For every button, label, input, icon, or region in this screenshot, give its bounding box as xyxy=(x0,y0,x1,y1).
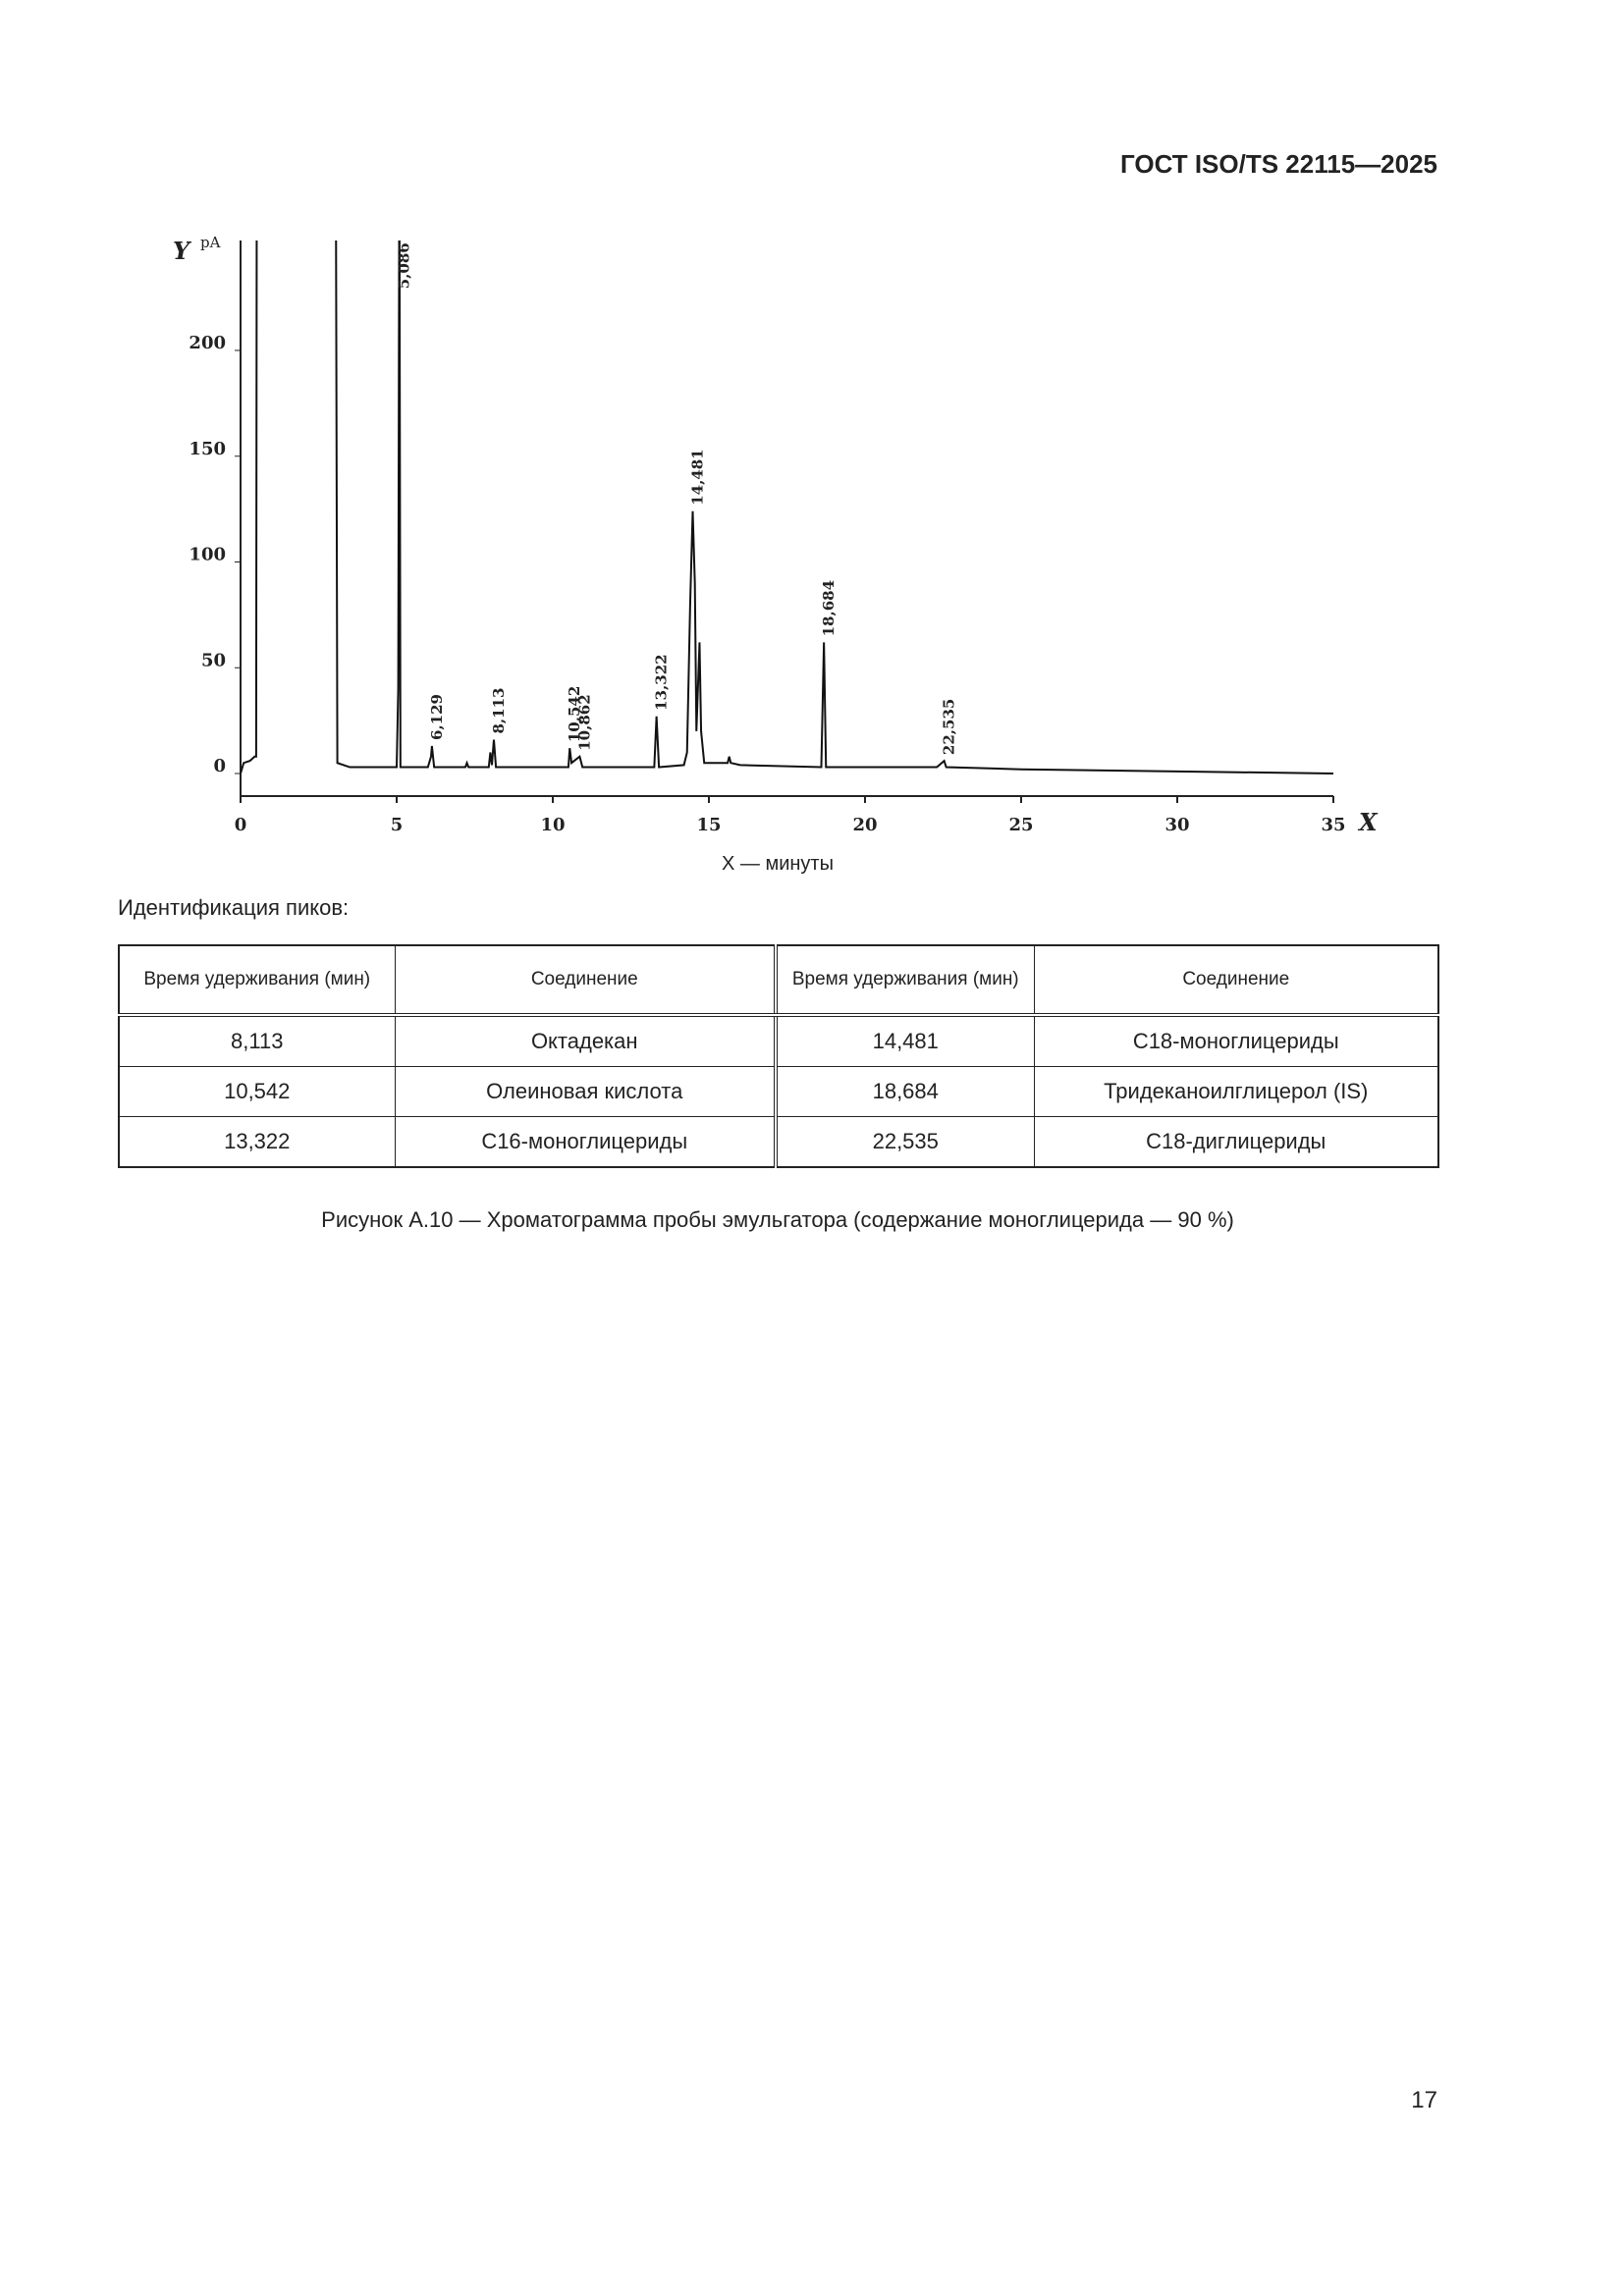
table-cell: С18-моноглицериды xyxy=(1033,1014,1439,1067)
peak-label: 13,322 xyxy=(653,654,671,710)
y-tick-label: 200 xyxy=(189,333,226,353)
x-tick-label: 20 xyxy=(852,815,877,835)
table-cell: Октадекан xyxy=(394,1014,777,1067)
x-tick-label: 30 xyxy=(1164,815,1189,835)
table-row: 8,113 Октадекан 14,481 С18-моноглицериды xyxy=(118,1014,1439,1067)
x-tick-label: 5 xyxy=(391,815,404,835)
y-tick-label: 100 xyxy=(189,545,226,565)
chromatogram-line xyxy=(241,240,1334,774)
peak-label: 8,113 xyxy=(490,688,508,734)
table-cell: Тридеканоилглицерол (IS) xyxy=(1033,1066,1439,1117)
x-axis-symbol: X xyxy=(1357,808,1379,836)
x-axis-label: X — минуты xyxy=(722,853,834,875)
table-cell: С18-диглицериды xyxy=(1033,1116,1439,1168)
peak-label: 10,862 xyxy=(575,694,593,750)
header-cell: Соединение xyxy=(1033,944,1439,1017)
peak-label: 6,129 xyxy=(428,694,446,740)
table-cell: 14,481 xyxy=(774,1014,1035,1067)
x-tick-label: 10 xyxy=(540,815,565,835)
table-header: Время удерживания (мин) Соединение Время у… xyxy=(118,944,1439,1017)
table-cell: 13,322 xyxy=(118,1116,396,1168)
chart: Y pA X X — минуты 0 50 100 150 200 0 5 10 15 20 25… xyxy=(173,234,1379,875)
y-axis-symbol: Y xyxy=(173,237,192,265)
section-label: Идентификация пиков: xyxy=(118,895,350,920)
x-tick-label: 35 xyxy=(1321,815,1345,835)
peak-label: 22,535 xyxy=(941,699,958,755)
table-cell: 22,535 xyxy=(774,1116,1035,1168)
header-title: ГОСТ ISO/TS 22115—2025 xyxy=(1119,149,1437,179)
x-tick-label: 0 xyxy=(235,815,247,835)
page-number: 17 xyxy=(1411,2087,1437,2113)
peak-table: Время удерживания (мин) Соединение Время у… xyxy=(118,944,1439,1168)
y-tick-label: 0 xyxy=(213,756,226,776)
table-row: 13,322 С16-моноглицериды 22,535 С18-диглице… xyxy=(118,1116,1439,1168)
table-cell: 18,684 xyxy=(774,1066,1035,1117)
peak-label: 18,684 xyxy=(820,580,838,636)
header-cell: Время удерживания (мин) xyxy=(118,944,396,1017)
table-cell: Олеиновая кислота xyxy=(394,1066,777,1117)
peak-label: 10,542 xyxy=(566,686,583,742)
y-tick-label: 150 xyxy=(189,439,226,459)
table-cell: 10,542 xyxy=(118,1066,396,1117)
table-cell: С16-моноглицериды xyxy=(394,1116,777,1168)
peak-label: 14,481 xyxy=(688,449,706,505)
y-axis-unit: pA xyxy=(200,234,221,251)
figure-caption: Рисунок А.10 — Хроматограмма пробы эмуль… xyxy=(321,1207,1234,1232)
table-cell: 8,113 xyxy=(118,1014,396,1067)
header-cell: Соединение xyxy=(394,944,777,1017)
peak-label: 5,086 xyxy=(396,242,413,289)
header-cell: Время удерживания (мин) xyxy=(774,944,1035,1017)
y-tick-label: 50 xyxy=(201,650,226,670)
x-tick-label: 25 xyxy=(1008,815,1033,835)
table-row: 10,542 Олеиновая кислота 18,684 Тридеканоил… xyxy=(118,1066,1439,1117)
x-tick-label: 15 xyxy=(696,815,721,835)
